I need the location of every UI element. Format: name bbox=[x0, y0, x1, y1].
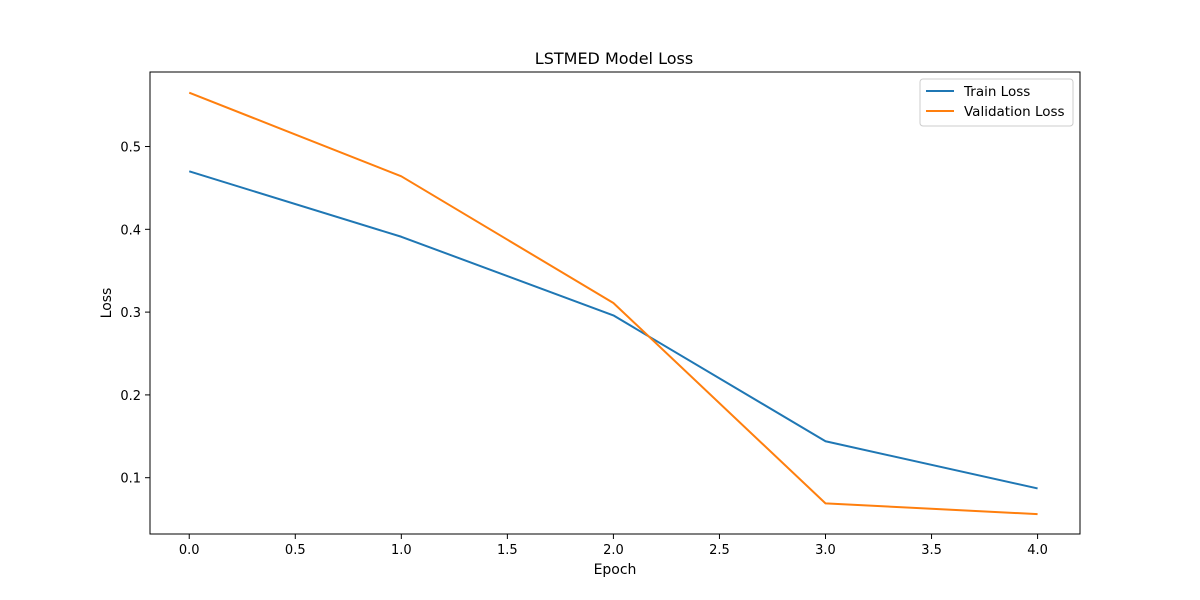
y-tick-label: 0.4 bbox=[120, 223, 141, 238]
y-tick-label: 0.1 bbox=[120, 472, 141, 487]
x-axis-label: Epoch bbox=[594, 562, 637, 578]
y-tick-label: 0.5 bbox=[120, 141, 141, 156]
y-axis: 0.1 0.2 0.3 0.4 0.5 bbox=[120, 141, 150, 487]
legend-label-validation-loss: Validation Loss bbox=[964, 104, 1065, 120]
legend: Train Loss Validation Loss bbox=[919, 78, 1074, 127]
x-tick-label: 1.5 bbox=[497, 543, 518, 558]
y-tick-label: 0.2 bbox=[120, 389, 141, 404]
x-tick-label: 3.0 bbox=[815, 543, 836, 558]
x-tick-label: 2.5 bbox=[709, 543, 730, 558]
x-tick-label: 1.0 bbox=[391, 543, 412, 558]
x-tick-label: 3.5 bbox=[921, 543, 942, 558]
legend-box bbox=[919, 78, 1074, 127]
legend-label-train-loss: Train Loss bbox=[963, 84, 1030, 100]
x-tick-label: 2.0 bbox=[603, 543, 624, 558]
y-tick-label: 0.3 bbox=[120, 306, 141, 321]
plot-area bbox=[150, 72, 1080, 534]
chart-title: LSTMED Model Loss bbox=[535, 49, 693, 68]
x-axis: 0.0 0.5 1.0 1.5 2.0 2.5 3.0 3.5 4.0 bbox=[179, 534, 1048, 558]
x-tick-label: 0.5 bbox=[285, 543, 306, 558]
y-axis-label: Loss bbox=[99, 288, 115, 319]
x-tick-label: 0.0 bbox=[179, 543, 200, 558]
x-tick-label: 4.0 bbox=[1027, 543, 1048, 558]
series-layer bbox=[188, 91, 1038, 516]
plot-frame bbox=[149, 71, 1081, 535]
